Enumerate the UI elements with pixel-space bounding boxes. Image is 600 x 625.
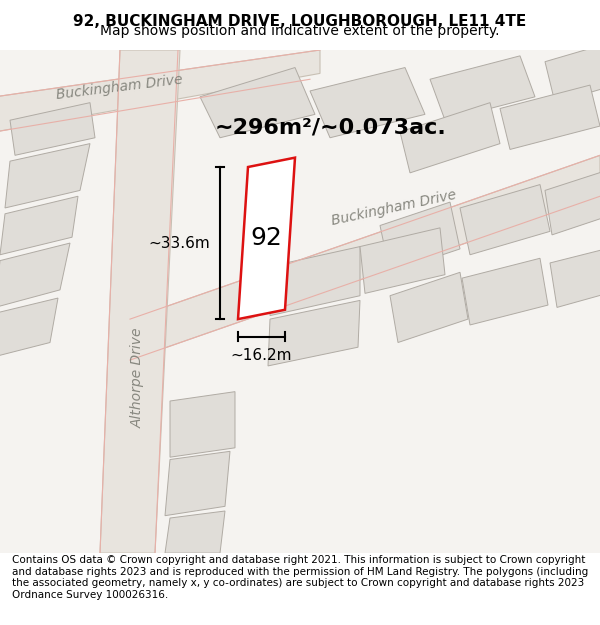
Text: ~16.2m: ~16.2m: [231, 348, 292, 363]
Polygon shape: [500, 85, 600, 149]
Polygon shape: [310, 68, 425, 138]
Text: ~33.6m: ~33.6m: [148, 236, 210, 251]
Polygon shape: [200, 68, 315, 138]
Polygon shape: [390, 272, 468, 342]
Text: Buckingham Drive: Buckingham Drive: [55, 72, 183, 102]
Polygon shape: [545, 169, 600, 235]
Polygon shape: [238, 158, 295, 319]
Polygon shape: [462, 258, 548, 325]
Polygon shape: [165, 511, 225, 553]
Text: Map shows position and indicative extent of the property.: Map shows position and indicative extent…: [100, 24, 500, 38]
Polygon shape: [460, 184, 550, 255]
Text: 92, BUCKINGHAM DRIVE, LOUGHBOROUGH, LE11 4TE: 92, BUCKINGHAM DRIVE, LOUGHBOROUGH, LE11…: [73, 14, 527, 29]
Polygon shape: [0, 298, 58, 356]
Polygon shape: [0, 243, 70, 308]
Text: Althorpe Drive: Althorpe Drive: [131, 328, 145, 428]
Text: 92: 92: [251, 226, 283, 251]
Polygon shape: [5, 144, 90, 208]
Polygon shape: [130, 155, 600, 360]
Polygon shape: [430, 56, 535, 120]
Polygon shape: [165, 451, 230, 516]
Polygon shape: [0, 50, 320, 132]
Text: ~296m²/~0.073ac.: ~296m²/~0.073ac.: [215, 118, 447, 138]
Polygon shape: [10, 102, 95, 155]
Text: Buckingham Drive: Buckingham Drive: [330, 188, 458, 228]
Polygon shape: [170, 392, 235, 457]
Polygon shape: [360, 228, 445, 293]
Polygon shape: [268, 301, 360, 366]
Polygon shape: [400, 102, 500, 173]
Polygon shape: [380, 202, 460, 272]
Polygon shape: [0, 196, 78, 255]
Text: Contains OS data © Crown copyright and database right 2021. This information is : Contains OS data © Crown copyright and d…: [12, 555, 588, 600]
Polygon shape: [100, 50, 180, 553]
Polygon shape: [545, 44, 600, 102]
Polygon shape: [270, 247, 360, 316]
Polygon shape: [550, 247, 600, 308]
